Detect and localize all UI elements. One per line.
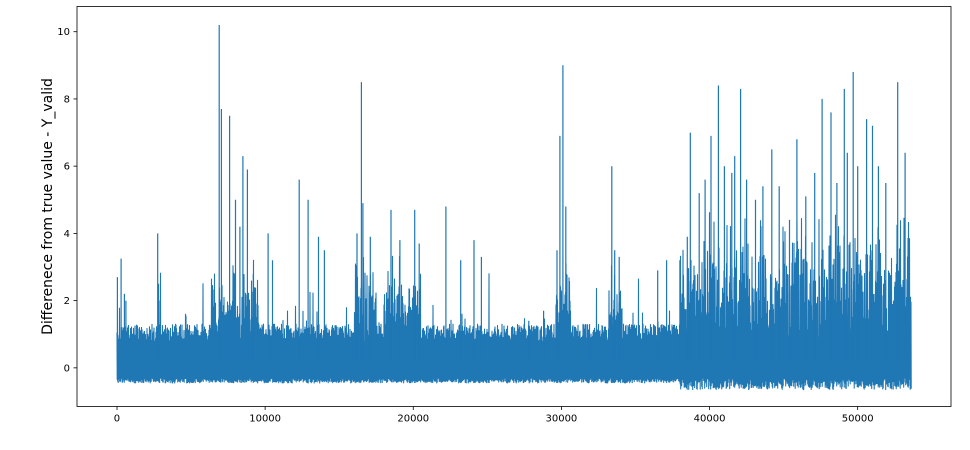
plot-area [116,25,912,391]
x-tick-label: 30000 [545,414,577,425]
y-tick-label: 10 [57,27,70,38]
x-tick-label: 20000 [397,414,429,425]
y-axis-label: Differenece from true value - Y_valid [40,78,56,335]
x-tick-label: 40000 [694,414,726,425]
y-tick-label: 0 [64,363,70,374]
x-tick-label: 0 [114,414,120,425]
y-tick-label: 2 [64,296,70,307]
series-line [116,212,912,391]
y-tick-label: 8 [64,94,70,105]
y-axis: 0 2 4 6 8 10 [57,27,77,374]
x-tick-label: 10000 [249,414,281,425]
x-axis: 0 10000 20000 30000 40000 50000 [114,406,874,425]
x-tick-label: 50000 [842,414,874,425]
series-peaks [116,25,906,362]
y-tick-label: 6 [64,162,70,173]
y-tick-label: 4 [64,229,70,240]
plot-frame [76,6,952,407]
